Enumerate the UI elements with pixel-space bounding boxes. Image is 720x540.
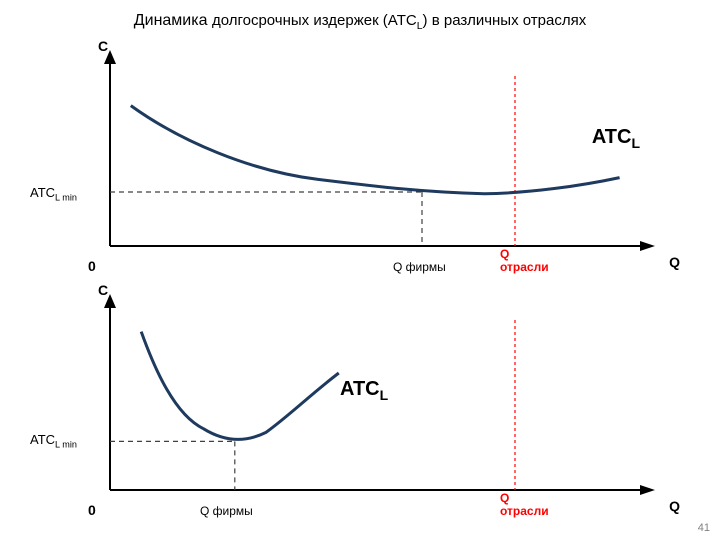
q-industry-label-1: Qотрасли (500, 248, 549, 274)
origin-label: 0 (88, 258, 96, 274)
q-firm-label-1: Q фирмы (393, 260, 446, 274)
title-rest: долгосрочных издержек (ATCL) в различных… (212, 12, 586, 29)
chart-1: С Q 0 ATCL min Q фирмы Qотрасли ATCL (100, 56, 660, 266)
slide: Динамика долгосрочных издержек (ATCL) в … (0, 0, 720, 540)
x-axis-arrow-icon-2 (640, 485, 655, 495)
origin-label-2: 0 (88, 502, 96, 518)
title-prefix: Динамика (134, 12, 212, 29)
atc-curve-1 (131, 106, 620, 194)
y-axis-label: С (98, 38, 108, 54)
y-axis-label-2: С (98, 282, 108, 298)
atc-curve-2 (141, 332, 339, 440)
q-industry-label-2: Qотрасли (500, 492, 549, 518)
atc-min-label-2: ATCL min (30, 432, 77, 450)
x-axis-label: Q (669, 254, 680, 270)
slide-number: 41 (698, 522, 710, 534)
slide-title: Динамика долгосрочных издержек (ATCL) в … (0, 12, 720, 32)
curve-label-2: ATCL (340, 378, 388, 403)
chart-1-svg (100, 56, 660, 266)
x-axis-arrow-icon (640, 241, 655, 251)
atc-min-label-1: ATCL min (30, 185, 77, 203)
q-firm-label-2: Q фирмы (200, 504, 253, 518)
chart-2: С Q 0 ATCL min Q фирмы Qотрасли ATCL (100, 300, 660, 510)
curve-label-1: ATCL (592, 126, 640, 151)
chart-2-svg (100, 300, 660, 510)
x-axis-label-2: Q (669, 498, 680, 514)
